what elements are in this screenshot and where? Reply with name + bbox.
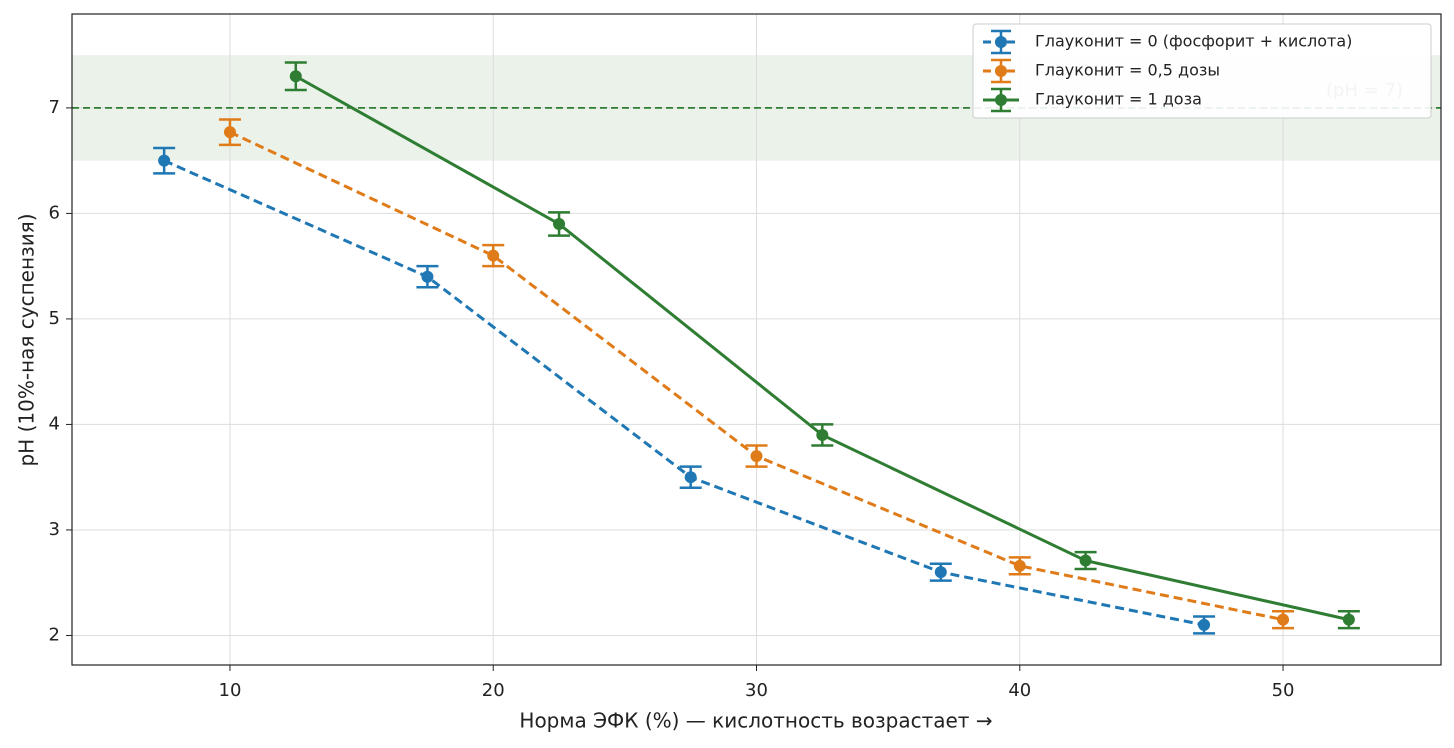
x-tick-label: 10 [219,680,242,701]
data-point [158,154,171,167]
legend-label: Глауконит = 0 (фосфорит + кислота) [1035,32,1352,51]
y-tick-label: 7 [49,97,60,118]
y-tick-label: 6 [49,202,60,223]
legend-swatch [995,36,1007,48]
data-point [1342,613,1355,626]
y-tick-label: 2 [49,624,60,645]
data-point [816,428,829,441]
x-tick-label: 20 [482,680,505,701]
y-tick-label: 4 [49,413,60,434]
x-tick-label: 50 [1272,680,1295,701]
legend-label: Глауконит = 0,5 дозы [1035,61,1220,80]
legend-swatch [995,65,1007,77]
legend-label: Глауконит = 1 доза [1035,90,1202,109]
y-tick-label: 3 [49,519,60,540]
data-point [684,471,697,484]
data-point [1198,618,1211,631]
data-point [750,450,763,463]
x-tick-label: 30 [745,680,768,701]
legend-swatch [995,94,1007,106]
y-tick-label: 5 [49,308,60,329]
data-point [223,126,236,139]
series-line [163,159,1205,627]
data-point [934,566,947,579]
x-axis-label: Норма ЭФК (%) — кислотность возрастает → [519,709,992,733]
data-point [553,217,566,230]
data-point [1079,554,1092,567]
x-tick-label: 40 [1008,680,1031,701]
y-axis-label: pH (10%-ная суспензия) [15,213,39,466]
legend-box [972,23,1432,119]
data-point [487,249,500,262]
data-point [289,70,302,83]
data-point [421,270,434,283]
data-point [1013,559,1026,572]
data-point [1277,613,1290,626]
plot-frame [71,13,1442,666]
